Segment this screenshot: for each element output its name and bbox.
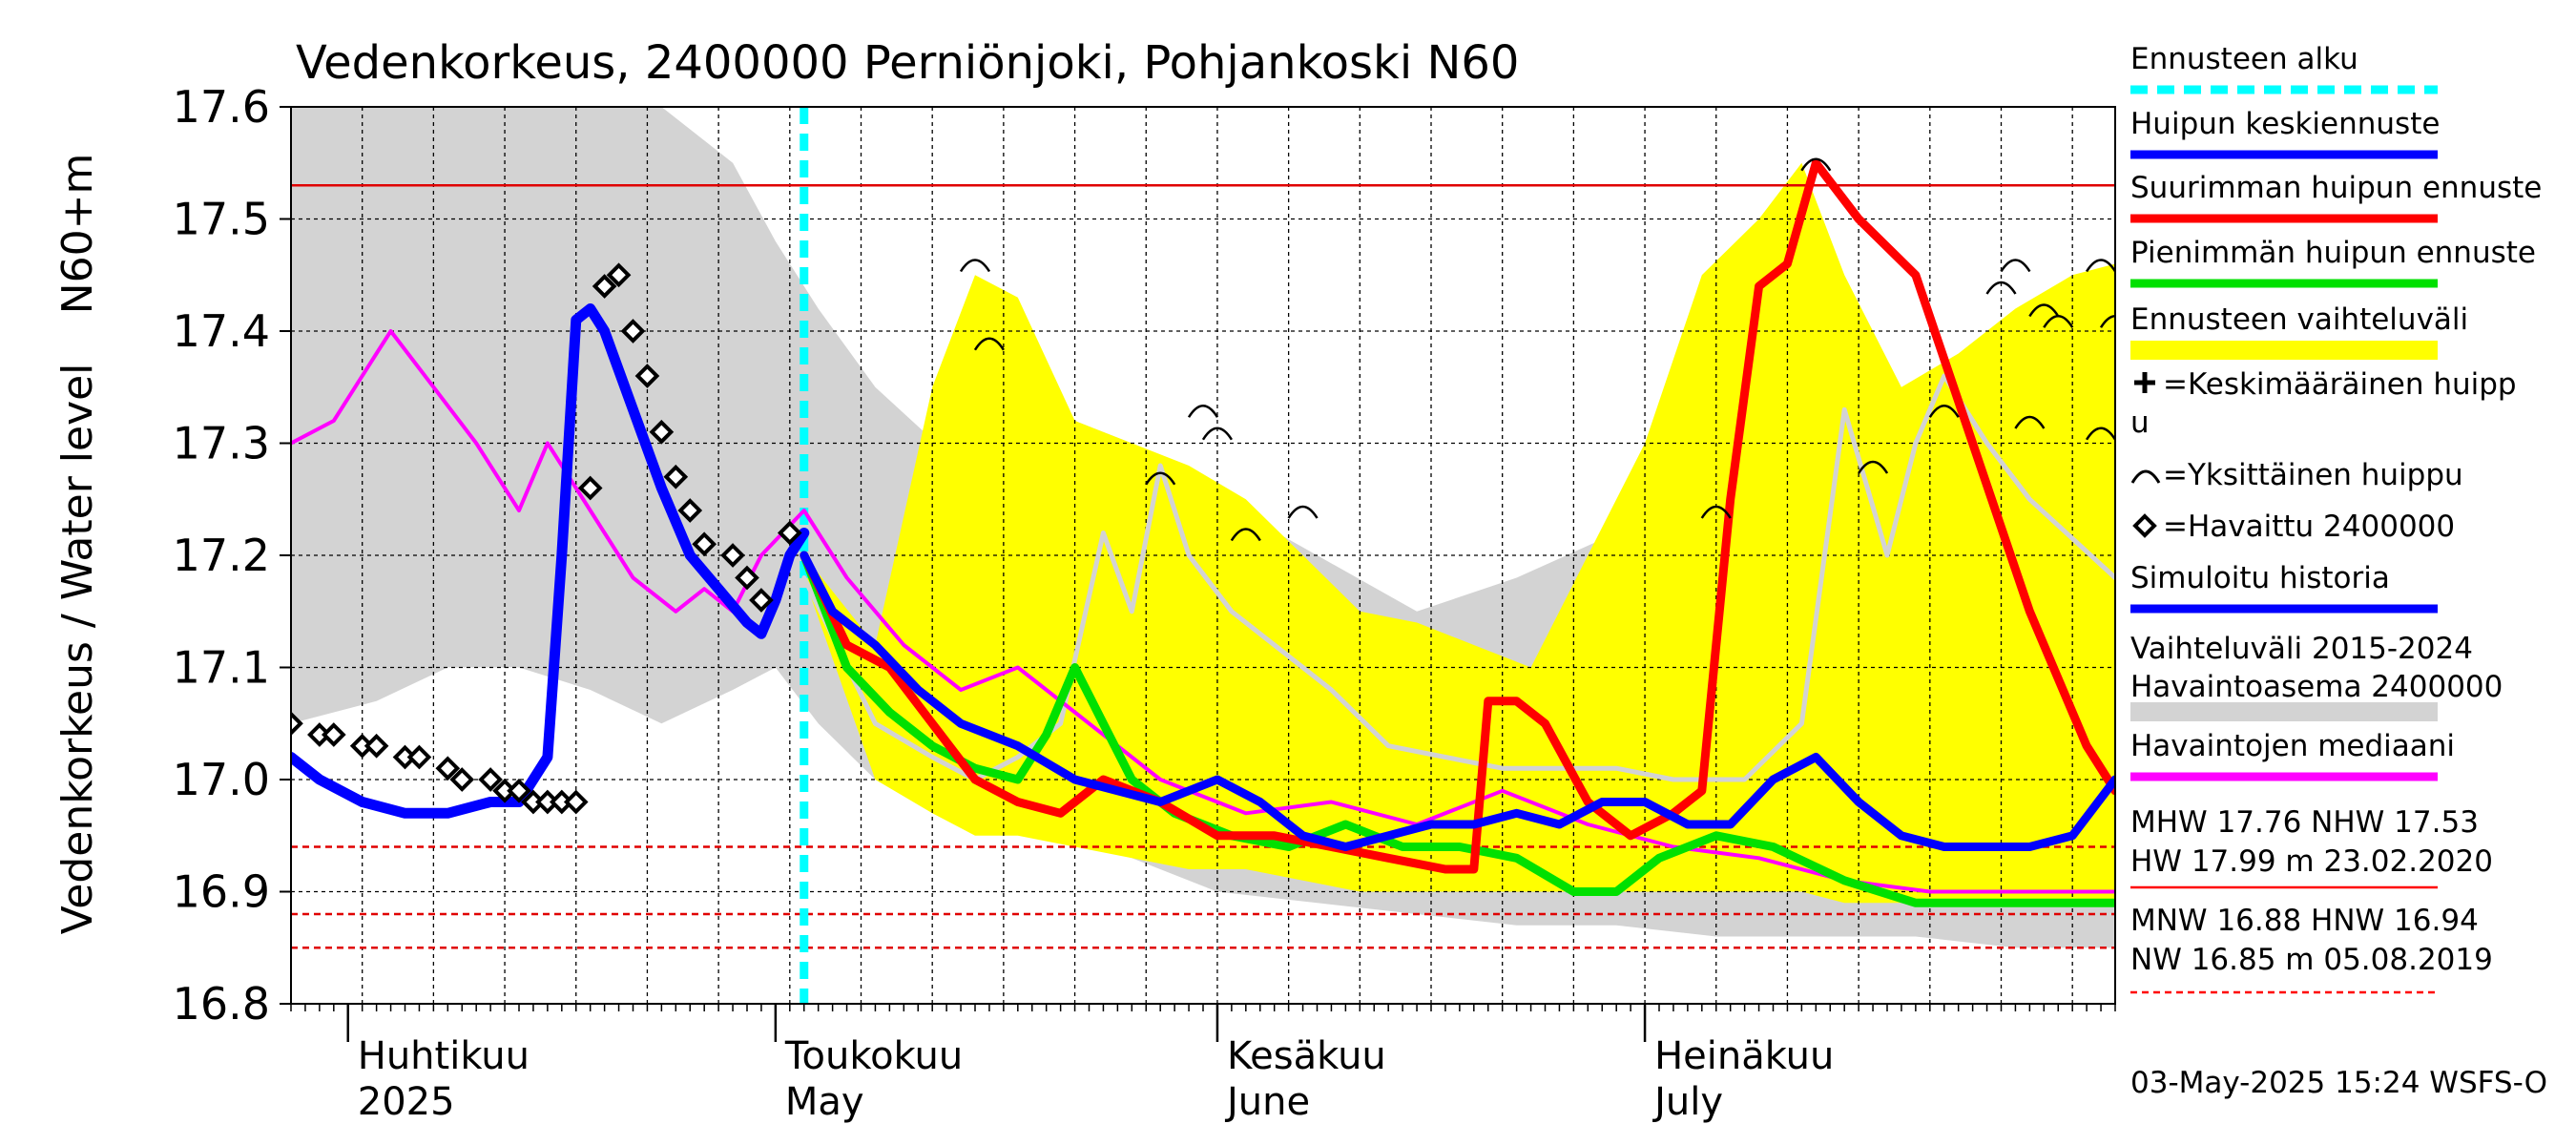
legend-swatch-4 xyxy=(2130,341,2438,360)
legend-label-3: Pienimmän huipun ennuste xyxy=(2130,236,2536,270)
observed-point xyxy=(649,419,675,445)
x-month-label-en: June xyxy=(1224,1080,1310,1124)
observed-point xyxy=(677,498,703,523)
peak-marker xyxy=(1145,471,1176,486)
axis-labels: Vedenkorkeus, 2400000 Perniönjoki, Pohja… xyxy=(53,36,2547,1124)
legend-label-9: Vaihteluväli 2015-2024 xyxy=(2130,632,2473,666)
y-tick-label: 17.5 xyxy=(173,194,270,245)
observed-point xyxy=(449,767,475,792)
y-tick-label: 17.2 xyxy=(173,530,270,581)
observed-point xyxy=(735,565,759,591)
legend-label-2: Suurimman huipun ennuste xyxy=(2130,171,2542,205)
legend-symbol-plus xyxy=(2134,372,2155,393)
legend-symbol-arc xyxy=(2130,469,2161,484)
series-line-0 xyxy=(291,303,810,819)
legend-label-4: Ennusteen vaihteluväli xyxy=(2130,302,2468,337)
x-month-label-en: May xyxy=(785,1080,864,1124)
axes-frame xyxy=(280,106,2116,1042)
observed-point xyxy=(577,475,603,501)
x-month-label-en: July xyxy=(1652,1080,1723,1124)
peak-marker xyxy=(1187,405,1219,418)
observed-point xyxy=(749,588,774,613)
peak-marker xyxy=(1928,405,1960,418)
legend-label-5-b: u xyxy=(2130,406,2150,440)
observed-point xyxy=(435,756,461,781)
y-tick-label: 17.0 xyxy=(173,754,270,805)
x-month-label: Huhtikuu xyxy=(358,1034,530,1078)
peak-marker xyxy=(973,337,1005,351)
y-axis-unit: N60+m xyxy=(53,154,102,315)
legend-label-1: Huipun keskiennuste xyxy=(2130,107,2440,141)
observed-point xyxy=(592,274,617,299)
peak-marker xyxy=(2014,415,2046,429)
x-month-label-en: 2025 xyxy=(358,1080,455,1124)
observed-point xyxy=(777,520,802,546)
x-month-label: Kesäkuu xyxy=(1227,1034,1386,1078)
plot-area xyxy=(291,107,2115,1004)
observed-point xyxy=(634,364,660,388)
peak-marker xyxy=(2000,259,2031,273)
stats-line-1: MHW 17.76 NHW 17.53 xyxy=(2130,805,2479,840)
peak-marker xyxy=(2086,427,2115,441)
y-tick-label: 17.3 xyxy=(173,418,270,469)
peak-marker xyxy=(1230,528,1261,542)
observed-point xyxy=(606,262,632,288)
x-month-label: Toukokuu xyxy=(784,1034,963,1078)
legend-label-0: Ennusteen alku xyxy=(2130,42,2358,76)
observed-point xyxy=(364,733,389,759)
x-month-label: Heinäkuu xyxy=(1654,1034,1834,1078)
series-line-1 xyxy=(800,551,2115,851)
legend-label-6: =Yksittäinen huippu xyxy=(2163,458,2463,492)
observed-point xyxy=(563,789,589,815)
legend-label-8: Simuloitu historia xyxy=(2130,561,2390,595)
peak-marker xyxy=(2099,315,2115,328)
legend-swatch-9 xyxy=(2130,702,2438,721)
footer-timestamp: 03-May-2025 15:24 WSFS-O xyxy=(2130,1066,2547,1100)
peak-marker xyxy=(1858,460,1889,474)
peak-marker xyxy=(1201,427,1233,441)
observed-point xyxy=(663,464,689,489)
peak-marker xyxy=(1800,157,1832,172)
peak-marker xyxy=(1287,505,1319,519)
peak-marker xyxy=(2086,259,2115,273)
y-tick-label: 17.1 xyxy=(173,642,270,694)
y-axis-label: Vedenkorkeus / Water level xyxy=(53,364,102,935)
observed-point xyxy=(620,319,646,344)
legend-label-5: =Keskimääräinen huipp xyxy=(2163,367,2517,402)
y-tick-label: 16.8 xyxy=(173,978,270,1030)
legend: Ennusteen alku Huipun keskiennuste Suurimm… xyxy=(2130,42,2542,994)
observed-point xyxy=(291,711,303,737)
legend-label-7: =Havaittu 2400000 xyxy=(2163,510,2455,544)
series-line-2 xyxy=(800,158,2115,874)
y-tick-label: 16.9 xyxy=(173,866,270,918)
legend-symbol-diamond xyxy=(2132,513,2157,538)
stats-line-3: MNW 16.88 HNW 16.94 xyxy=(2130,904,2479,938)
stats-line-4: NW 16.85 m 05.08.2019 xyxy=(2130,943,2493,977)
peak-marker xyxy=(959,259,991,273)
observed-point xyxy=(720,543,745,568)
stats-line-2: HW 17.99 m 23.02.2020 xyxy=(2130,844,2493,879)
peak-marker xyxy=(1700,505,1732,519)
y-tick-label: 17.6 xyxy=(173,81,270,133)
observed-point xyxy=(692,531,717,557)
peak-marker xyxy=(2028,303,2060,318)
series-line-3 xyxy=(800,551,2115,907)
y-tick-label: 17.4 xyxy=(173,305,270,357)
observed-point xyxy=(406,744,432,770)
legend-label-10: Havaintojen mediaani xyxy=(2130,729,2455,763)
series-line-4 xyxy=(291,329,2115,894)
peak-marker xyxy=(2043,315,2074,328)
legend-label-9-b: Havaintoasema 2400000 xyxy=(2130,670,2503,704)
peak-marker xyxy=(1985,281,2017,295)
observed-point xyxy=(321,722,346,747)
observed-point xyxy=(507,778,531,803)
observed-point xyxy=(478,767,503,792)
chart-title: Vedenkorkeus, 2400000 Perniönjoki, Pohja… xyxy=(296,36,1519,90)
